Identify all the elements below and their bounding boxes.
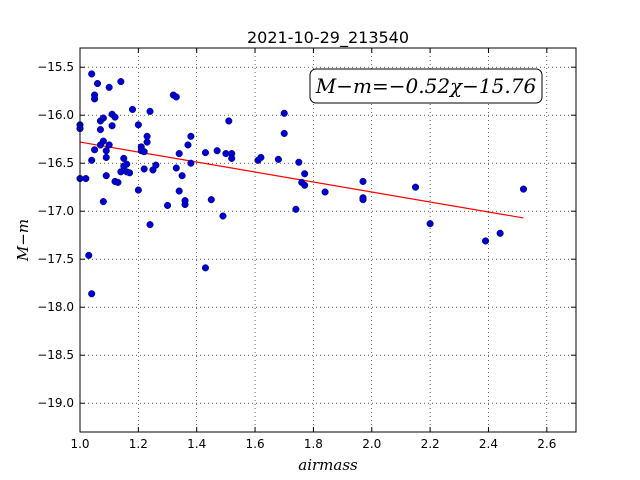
data-point [91,95,99,103]
data-point [411,183,420,191]
data-point [280,129,288,137]
x-tick-label: 2.0 [362,437,381,451]
data-point [207,196,215,204]
data-point [105,141,113,149]
y-tick-label: −16.5 [37,156,74,170]
data-point [172,93,180,101]
data-point [172,164,180,172]
data-point [134,186,142,194]
data-point [99,114,107,122]
data-point [146,221,154,229]
data-point [114,178,122,186]
y-tick-label: −17.0 [37,204,74,218]
data-point [482,237,490,245]
axis-ticks [79,48,576,432]
data-point [187,132,195,140]
x-tick-label: 1.8 [304,437,323,451]
data-point [201,149,210,157]
data-point [201,264,210,272]
data-point [91,146,99,154]
data-point [426,220,434,228]
data-point [274,155,282,163]
data-point [175,187,183,195]
data-point [117,78,125,86]
data-point [519,185,528,193]
data-point [128,105,137,113]
data-point [111,113,119,121]
y-tick-label: −18.0 [37,300,74,314]
annotation-text: M−m=−0.52χ−15.76 [315,74,537,98]
y-tick-label: −17.5 [37,252,74,266]
data-point [359,177,367,185]
data-point [187,159,195,167]
x-axis-label: airmass [298,456,358,474]
data-point [99,198,107,206]
y-tick-label: −19.0 [37,396,74,410]
data-point [143,138,151,146]
data-point [178,172,186,180]
data-point [146,107,154,115]
data-point [102,153,110,161]
data-point [99,137,107,145]
y-axis-label: M−m [14,219,32,262]
x-tick-label: 1.4 [187,437,206,451]
data-point [134,121,142,129]
data-point [126,169,134,177]
data-point [105,83,113,91]
data-point [123,160,131,168]
x-tick-label: 1.0 [70,437,89,451]
y-tick-label: −18.5 [37,348,74,362]
chart-title: 2021-10-29_213540 [247,28,409,48]
data-point [257,153,265,161]
data-point [140,148,148,156]
data-point [88,290,96,298]
data-point [292,205,300,213]
x-tick-label: 1.2 [129,437,148,451]
data-point [184,141,192,149]
data-point [175,150,183,158]
x-tick-label: 2.4 [479,437,498,451]
data-point [280,109,288,117]
data-point [301,170,309,178]
data-point [85,251,93,259]
data-point [301,181,309,189]
data-point [213,147,221,155]
data-point [120,154,128,162]
plot-frame [79,47,577,433]
grid [79,48,576,432]
fit-annotation: M−m=−0.52χ−15.76 [309,68,543,104]
data-point [228,154,236,162]
data-point [102,172,110,180]
data-point [321,188,329,196]
annotation-box [309,68,543,104]
x-tick-label: 2.6 [537,437,556,451]
data-point [108,122,116,130]
data-point [88,156,96,164]
data-point [219,212,227,220]
data-point [496,229,504,237]
data-point [93,79,102,88]
data-point [88,70,96,78]
data-point [96,126,104,134]
data-point [181,200,189,209]
y-tick-labels: −15.5 −16.0 −16.5 −17.0 −17.5 −18.0 −18.5 −19.0 [37,60,74,410]
data-point [225,117,233,125]
data-point [359,196,367,204]
y-tick-label: −15.5 [37,60,74,74]
data-points [76,70,528,298]
data-point [163,201,172,209]
y-tick-label: −16.0 [37,108,74,122]
x-tick-label: 1.6 [246,437,265,451]
data-point [82,175,90,183]
x-tick-labels: 1.0 1.2 1.4 1.6 1.8 2.0 2.2 2.4 2.6 [70,437,556,451]
x-tick-label: 2.2 [421,437,440,451]
data-point [295,158,303,166]
data-point [140,165,148,173]
data-point [152,161,160,169]
